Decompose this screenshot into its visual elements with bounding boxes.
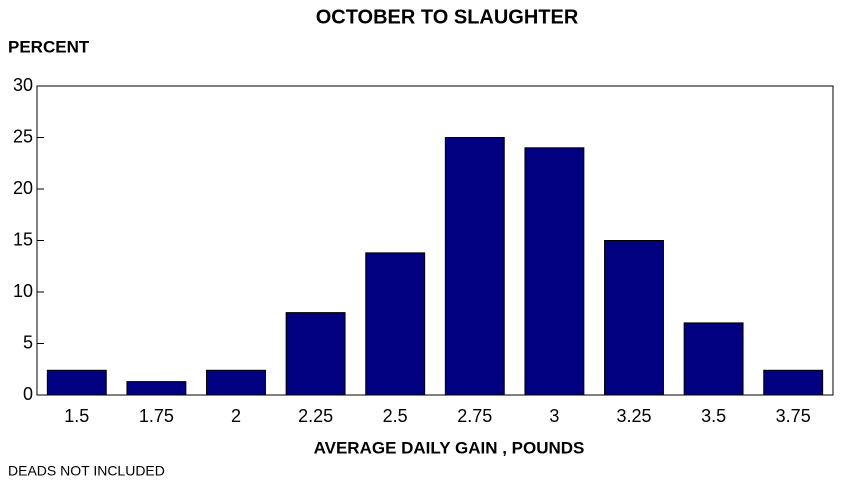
y-tick-label: 5 xyxy=(23,332,33,352)
x-tick-label: 2.25 xyxy=(298,406,333,426)
bar xyxy=(126,381,187,396)
bar xyxy=(285,312,346,396)
y-tick-label: 0 xyxy=(23,384,33,404)
x-tick-label: 1.75 xyxy=(139,406,174,426)
x-tick-label: 3 xyxy=(549,406,559,426)
x-tick-label: 1.5 xyxy=(64,406,89,426)
x-tick-label: 2.75 xyxy=(457,406,492,426)
x-tick-label: 2.5 xyxy=(383,406,408,426)
footnote: DEADS NOT INCLUDED xyxy=(8,463,165,479)
chart-title: OCTOBER TO SLAUGHTER xyxy=(316,6,579,28)
x-tick-label: 3.75 xyxy=(776,406,811,426)
y-axis-label: PERCENT xyxy=(8,37,90,56)
bar xyxy=(365,252,426,396)
bar xyxy=(444,137,505,396)
bar xyxy=(524,147,585,396)
y-tick-label: 10 xyxy=(13,281,33,301)
y-tick-label: 20 xyxy=(13,178,33,198)
x-tick-label: 2 xyxy=(231,406,241,426)
x-tick-label: 3.25 xyxy=(616,406,651,426)
y-tick-label: 25 xyxy=(13,126,33,146)
y-tick-label: 15 xyxy=(13,229,33,249)
bar xyxy=(683,322,744,396)
bar xyxy=(604,240,664,396)
y-tick-label: 30 xyxy=(13,75,33,95)
x-axis-label: AVERAGE DAILY GAIN , POUNDS xyxy=(314,438,585,457)
bar xyxy=(206,369,266,396)
x-tick-label: 3.5 xyxy=(701,406,726,426)
bar xyxy=(763,369,824,396)
bar xyxy=(46,369,107,396)
